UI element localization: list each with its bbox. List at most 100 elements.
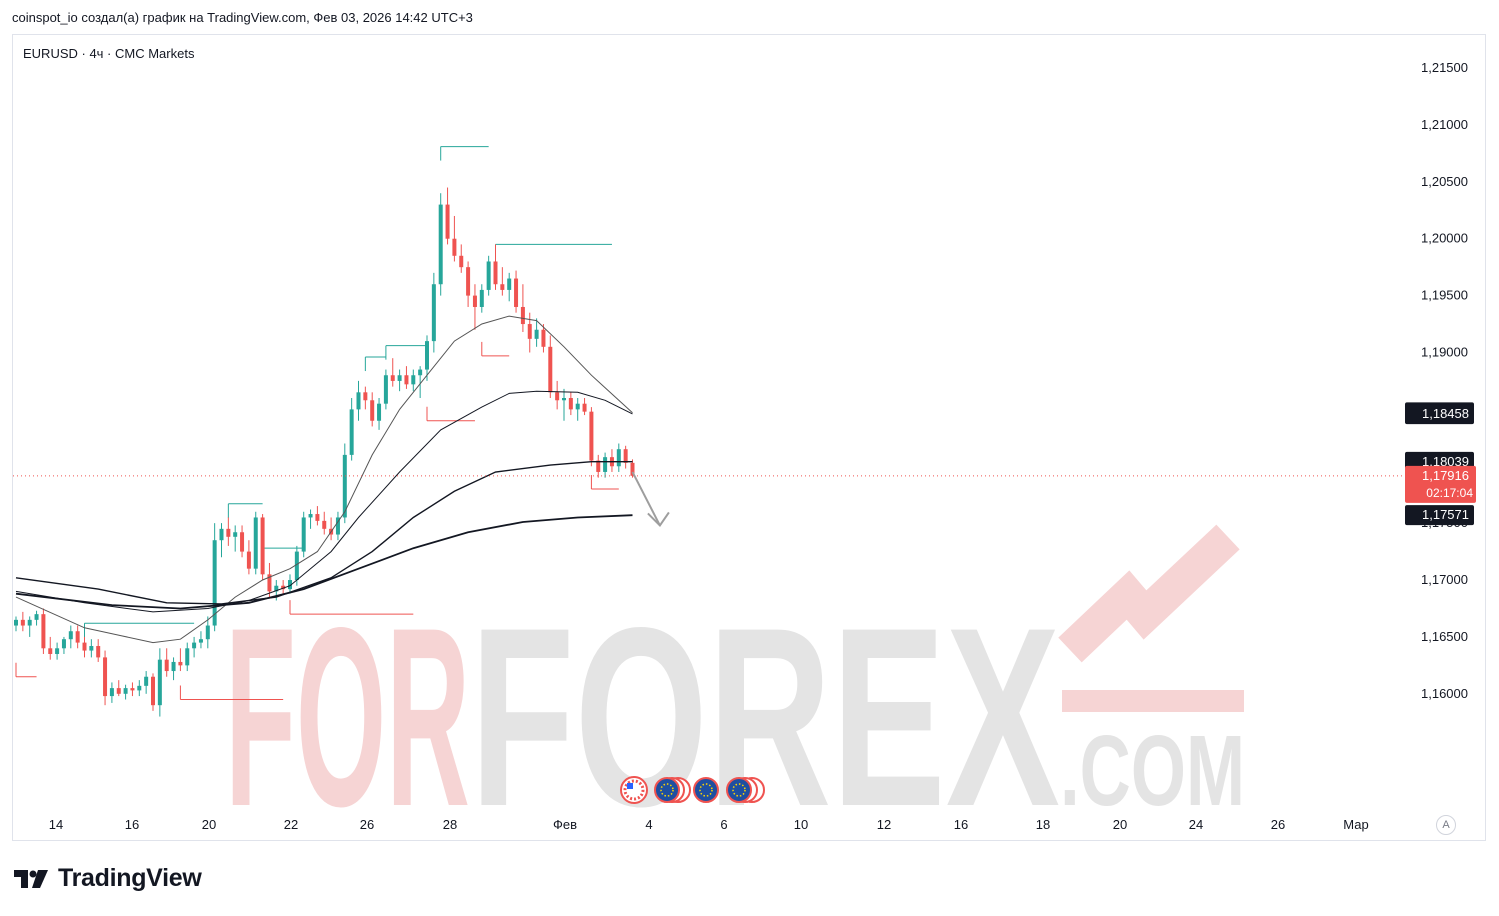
candle-body[interactable] (144, 676, 149, 686)
candle-body[interactable] (363, 392, 368, 401)
candle-body[interactable] (534, 329, 539, 339)
candle-body[interactable] (411, 375, 416, 385)
candle-body[interactable] (527, 324, 532, 339)
candle-body[interactable] (192, 642, 197, 649)
candle-body[interactable] (582, 403, 587, 412)
candle-body[interactable] (335, 517, 340, 535)
candle-body[interactable] (96, 646, 101, 658)
candle-body[interactable] (157, 659, 162, 706)
candle-body[interactable] (226, 528, 231, 537)
candle-body[interactable] (14, 619, 18, 626)
moving-average-medium[interactable] (15, 390, 633, 613)
candle-body[interactable] (315, 514, 320, 521)
us-flag-event-icon[interactable] (620, 776, 648, 804)
moving-average-short[interactable] (15, 315, 633, 644)
candle-body[interactable] (89, 646, 94, 651)
candle-body[interactable] (274, 585, 279, 592)
candle-body[interactable] (616, 449, 621, 467)
moving-average-long1[interactable] (15, 461, 633, 605)
candle-body[interactable] (61, 639, 66, 649)
candle-body[interactable] (123, 688, 128, 694)
candle-body[interactable] (466, 267, 471, 296)
candle-body[interactable] (48, 648, 53, 654)
candle-body[interactable] (151, 676, 155, 706)
candle-body[interactable] (404, 375, 409, 385)
candle-body[interactable] (75, 631, 80, 643)
candle-body[interactable] (294, 551, 299, 581)
eu-flag-event-icon[interactable] (654, 777, 691, 803)
forecast-arrow[interactable] (631, 471, 670, 527)
candle-body[interactable] (219, 528, 224, 541)
candle-body[interactable] (109, 688, 114, 697)
candle-body[interactable] (397, 375, 402, 381)
candle-body[interactable] (425, 341, 429, 370)
candle-body[interactable] (260, 517, 265, 575)
candle-body[interactable] (486, 261, 491, 290)
candle-body[interactable] (116, 688, 121, 694)
candle-body[interactable] (281, 585, 286, 590)
candle-body[interactable] (349, 409, 354, 455)
candle-body[interactable] (301, 517, 306, 552)
candle-body[interactable] (472, 295, 477, 307)
candle-body[interactable] (240, 532, 245, 552)
candle-body[interactable] (103, 657, 108, 697)
candle-body[interactable] (130, 688, 135, 691)
candle-body[interactable] (390, 375, 395, 381)
candle-body[interactable] (452, 238, 457, 256)
candle-body[interactable] (431, 284, 436, 342)
candle-body[interactable] (137, 685, 142, 691)
eu-flag-event-icon[interactable] (693, 777, 719, 803)
symbol-info[interactable]: EURUSD · 4ч · CMC Markets (23, 46, 195, 61)
candle-body[interactable] (288, 580, 292, 590)
candle-body[interactable] (630, 462, 635, 476)
candle-body[interactable] (34, 614, 39, 620)
candle-body[interactable] (55, 648, 60, 654)
candle-body[interactable] (418, 369, 423, 376)
candle-body[interactable] (603, 457, 608, 472)
candle-body[interactable] (383, 375, 388, 404)
candle-body[interactable] (377, 403, 382, 421)
candle-body[interactable] (342, 454, 347, 518)
auto-scale-button[interactable]: A (1436, 815, 1456, 835)
candle-body[interactable] (589, 411, 594, 461)
candle-body[interactable] (267, 574, 272, 592)
price-axis[interactable]: 1,21500 1,21000 1,20500 1,20000 1,19500 1,190… (1405, 60, 1476, 701)
candle-body[interactable] (212, 540, 217, 626)
candle-body[interactable] (438, 204, 443, 285)
candle-body[interactable] (253, 517, 258, 569)
candle-body[interactable] (548, 346, 553, 393)
candle-body[interactable] (555, 392, 560, 401)
candle-body[interactable] (623, 449, 628, 463)
candle-body[interactable] (308, 514, 313, 518)
candle-body[interactable] (479, 289, 484, 307)
economic-event-markers[interactable] (620, 776, 765, 804)
candle-body[interactable] (322, 520, 327, 529)
candle-body[interactable] (568, 398, 573, 410)
candle-body[interactable] (185, 648, 190, 666)
candle-body[interactable] (459, 255, 464, 268)
candle-body[interactable] (514, 278, 519, 307)
candle-body[interactable] (178, 661, 183, 666)
candle-body[interactable] (171, 661, 176, 672)
candle-body[interactable] (575, 403, 580, 410)
candle-body[interactable] (82, 642, 87, 651)
candle-body[interactable] (356, 392, 361, 410)
candle-body[interactable] (500, 284, 505, 290)
eu-flag-event-icon[interactable] (726, 777, 765, 803)
time-axis[interactable]: 14 16 20 22 26 28 Фев 4 6 10 12 16 18 20 24 26 Мар (49, 817, 1369, 832)
candle-body[interactable] (68, 631, 73, 640)
candle-body[interactable] (233, 532, 238, 537)
candle-body[interactable] (562, 398, 566, 401)
candle-body[interactable] (507, 278, 512, 290)
candle-body[interactable] (20, 619, 25, 626)
candle-body[interactable] (246, 551, 251, 569)
moving-average-long2[interactable] (15, 514, 633, 610)
candle-body[interactable] (493, 261, 498, 285)
candle-body[interactable] (164, 659, 169, 672)
candle-body[interactable] (370, 400, 375, 421)
candle-body[interactable] (445, 204, 450, 239)
tradingview-logo[interactable]: TradingView (14, 864, 202, 893)
candle-body[interactable] (41, 614, 46, 649)
candle-body[interactable] (596, 460, 601, 472)
